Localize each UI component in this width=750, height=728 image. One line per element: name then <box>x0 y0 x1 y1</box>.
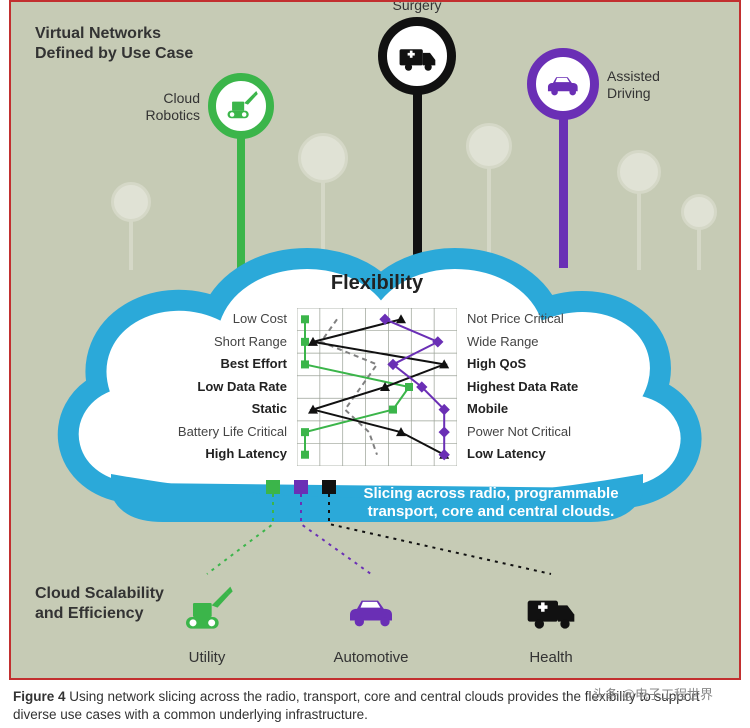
slider-label-right: Low Latency <box>467 443 617 466</box>
slider-label-right: High QoS <box>467 353 617 376</box>
use-case-assisted-driving <box>527 48 599 120</box>
slider-label-right: Power Not Critical <box>467 421 617 444</box>
slider-label-right: Not Price Critical <box>467 308 617 331</box>
bottom-icon-health: Health <box>511 582 591 666</box>
car-icon <box>543 64 583 104</box>
diagram-frame: Virtual Networks Defined by Use Case Clo… <box>9 0 741 680</box>
slider-label-left: Short Range <box>137 331 287 354</box>
watermark: 头条 @电子工程世界 <box>592 686 713 704</box>
slider-label-left: Low Data Rate <box>137 376 287 399</box>
bottom-icon-utility: Utility <box>167 582 247 666</box>
use-case-label: Health Assisted Surgery <box>367 0 467 13</box>
excavator-icon <box>223 88 259 124</box>
flexibility-label: Flexibility <box>51 272 703 295</box>
use-case-label: Cloud Robotics <box>130 90 200 124</box>
ambulance-icon <box>523 582 579 638</box>
title-bottom: Cloud Scalability and Efficiency <box>35 584 164 624</box>
use-case-label: Assisted Driving <box>607 68 687 102</box>
ghost-circle <box>617 150 661 194</box>
slider-label-left: Battery Life Critical <box>137 421 287 444</box>
slider-label-left: High Latency <box>137 443 287 466</box>
slider-label-right: Highest Data Rate <box>467 376 617 399</box>
ghost-circle <box>298 133 348 183</box>
use-case-cloud-robotics <box>208 73 274 139</box>
cloud: Flexibility Low CostShort RangeBest Effo… <box>51 222 703 552</box>
use-case-ring <box>378 17 456 95</box>
bottom-icon-label: Automotive <box>331 649 411 666</box>
slider-chart: Low CostShort RangeBest EffortLow Data R… <box>137 308 617 466</box>
figure-caption: Figure 4 Using network slicing across th… <box>9 688 741 724</box>
title-top: Virtual Networks Defined by Use Case <box>35 24 193 64</box>
use-case-ring <box>527 48 599 120</box>
slider-label-left: Low Cost <box>137 308 287 331</box>
slider-label-right: Wide Range <box>467 331 617 354</box>
ghost-circle <box>466 123 512 169</box>
use-case-ring <box>208 73 274 139</box>
legend-square <box>294 480 308 494</box>
slicing-text: Slicing across radio, programmable trans… <box>341 485 641 523</box>
slider-label-left: Static <box>137 398 287 421</box>
slider-label-left: Best Effort <box>137 353 287 376</box>
ambulance-icon <box>396 35 439 78</box>
chart-grid <box>297 308 457 466</box>
legend-square <box>322 480 336 494</box>
bottom-icon-automotive: Automotive <box>331 582 411 666</box>
car-icon <box>343 582 399 638</box>
use-case-health-surgery <box>378 17 456 95</box>
ghost-circle <box>111 182 151 222</box>
caption-figure-number: Figure 4 <box>13 689 66 704</box>
bottom-icon-label: Health <box>511 649 591 666</box>
legend-square <box>266 480 280 494</box>
slider-label-right: Mobile <box>467 398 617 421</box>
chart-labels-left: Low CostShort RangeBest EffortLow Data R… <box>137 308 287 466</box>
excavator-icon <box>179 582 235 638</box>
chart-labels-right: Not Price CriticalWide RangeHigh QoSHigh… <box>467 308 617 466</box>
bottom-icon-label: Utility <box>167 649 247 666</box>
